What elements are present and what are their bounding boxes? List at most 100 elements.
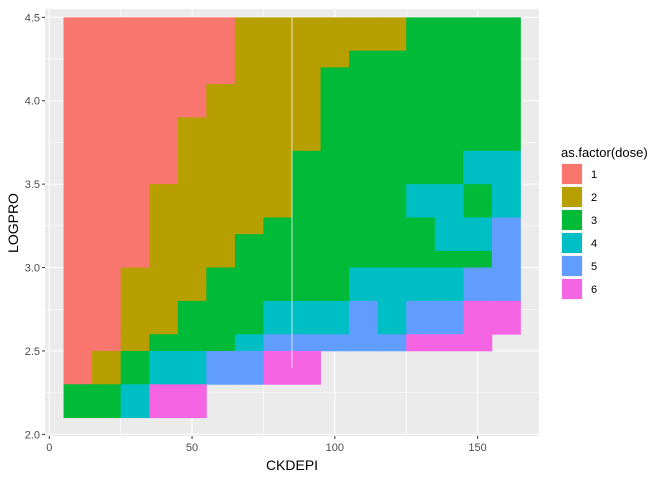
tile-dose-1: [177, 34, 207, 52]
tile-dose-6: [263, 350, 293, 369]
tile-dose-4: [406, 284, 436, 302]
tile-dose-1: [120, 50, 150, 68]
legend-title: as.factor(dose): [561, 145, 648, 160]
legend-label-2: 2: [591, 192, 597, 204]
tile-dose-1: [120, 100, 150, 118]
tile-dose-3: [434, 17, 464, 35]
tile-dose-3: [434, 167, 464, 185]
tile-dose-1: [63, 34, 93, 52]
tile-dose-2: [292, 34, 321, 52]
y-tick-label: 3.5: [25, 179, 40, 191]
tile-dose-1: [63, 200, 93, 218]
tile-dose-4: [406, 200, 436, 218]
tile-dose-3: [320, 134, 350, 152]
tile-dose-6: [491, 300, 521, 318]
tile-dose-4: [434, 184, 464, 202]
tile-dose-1: [149, 67, 179, 85]
tile-dose-3: [377, 200, 407, 218]
tile-dose-4: [377, 300, 407, 318]
tile-dose-2: [177, 250, 207, 268]
tile-dose-3: [263, 217, 293, 235]
tile-dose-3: [434, 67, 464, 85]
tile-dose-3: [406, 34, 436, 52]
tile-dose-2: [149, 317, 179, 335]
tile-dose-3: [377, 184, 407, 202]
tile-dose-2: [263, 200, 293, 218]
tile-dose-2: [234, 200, 264, 218]
tile-dose-3: [463, 84, 493, 102]
tile-dose-3: [434, 134, 464, 152]
tile-dose-3: [406, 67, 436, 85]
tile-dose-2: [149, 217, 179, 235]
tile-dose-2: [234, 34, 264, 52]
tile-dose-1: [63, 84, 93, 102]
tile-dose-5: [491, 267, 521, 285]
tile-dose-2: [377, 17, 407, 35]
tile-dose-3: [349, 200, 379, 218]
tile-dose-2: [292, 17, 321, 35]
tile-dose-1: [92, 234, 122, 252]
tile-dose-2: [149, 267, 179, 285]
tile-dose-3: [349, 67, 379, 85]
tile-dose-3: [320, 67, 350, 85]
tile-dose-1: [177, 100, 207, 118]
x-axis-title: CKDEPI: [266, 457, 318, 473]
tile-dose-1: [63, 167, 93, 185]
tile-dose-3: [320, 84, 350, 102]
tile-dose-2: [263, 84, 293, 102]
tile-dose-2: [349, 34, 379, 52]
tile-dose-1: [149, 117, 179, 135]
tile-dose-1: [92, 200, 122, 218]
tile-dose-1: [206, 34, 236, 52]
tile-dose-3: [206, 317, 236, 335]
tile-dose-2: [149, 184, 179, 202]
tile-dose-1: [63, 350, 93, 369]
tile-dose-3: [349, 50, 379, 68]
tile-dose-3: [406, 217, 436, 235]
tile-dose-3: [434, 150, 464, 168]
tile-dose-2: [120, 334, 150, 352]
tile-dose-3: [263, 234, 293, 252]
tile-dose-2: [149, 200, 179, 218]
legend-swatch-2: [562, 187, 582, 207]
tile-dose-3: [491, 17, 521, 35]
tile-dose-1: [63, 367, 93, 385]
tile-dose-3: [377, 117, 407, 135]
tile-dose-3: [320, 284, 350, 302]
tile-dose-1: [120, 134, 150, 152]
tile-dose-3: [63, 384, 93, 402]
tile-dose-1: [149, 84, 179, 102]
tile-dose-2: [206, 117, 236, 135]
tile-dose-1: [92, 17, 122, 35]
tile-dose-3: [349, 150, 379, 168]
tile-dose-2: [234, 67, 264, 85]
tile-dose-5: [491, 234, 521, 252]
tile-dose-1: [92, 267, 122, 285]
tile-dose-2: [292, 100, 321, 118]
tile-dose-5: [206, 367, 236, 385]
tile-dose-1: [63, 300, 93, 318]
tile-dose-6: [463, 300, 493, 318]
tile-dose-1: [63, 284, 93, 302]
tile-dose-1: [206, 67, 236, 85]
tile-dose-2: [263, 50, 293, 68]
tile-dose-3: [463, 134, 493, 152]
tile-dose-1: [92, 100, 122, 118]
tile-dose-3: [320, 167, 350, 185]
tile-dose-1: [120, 167, 150, 185]
tile-dose-1: [120, 150, 150, 168]
tile-dose-2: [177, 184, 207, 202]
tile-dose-1: [120, 67, 150, 85]
tile-dose-3: [406, 250, 436, 268]
tile-dose-3: [463, 184, 493, 202]
tile-dose-4: [377, 284, 407, 302]
tile-dose-3: [434, 34, 464, 52]
tile-dose-1: [177, 50, 207, 68]
tile-dose-1: [92, 184, 122, 202]
tile-dose-5: [349, 317, 379, 335]
tile-dose-3: [177, 334, 207, 352]
tile-dose-6: [149, 384, 179, 402]
tile-dose-3: [234, 317, 264, 335]
tile-dose-3: [463, 50, 493, 68]
tile-dose-3: [349, 84, 379, 102]
